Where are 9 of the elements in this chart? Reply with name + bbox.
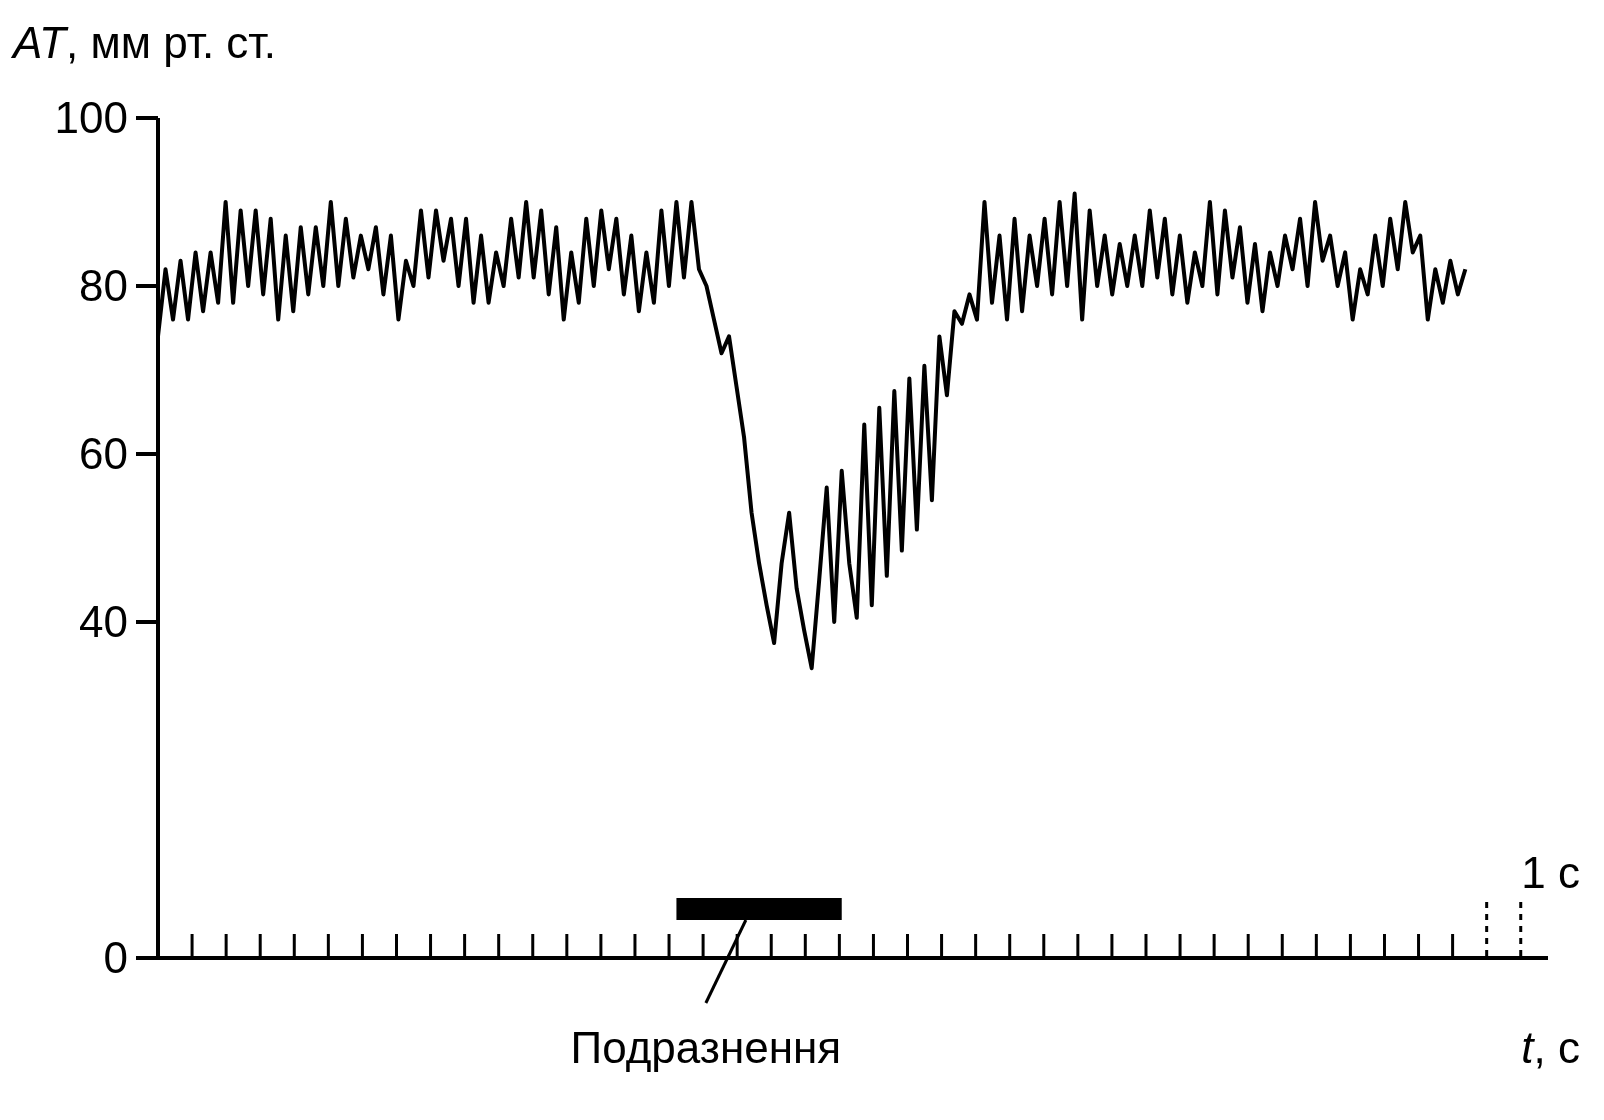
x-axis-title: t, с [1521,1023,1580,1072]
y-tick-label: 60 [79,429,128,478]
y-tick-label: 80 [79,261,128,310]
y-tick-label: 0 [103,933,128,982]
y-axis-title: AT, мм рт. ст. [10,18,276,67]
text: Подразнення [570,1023,842,1072]
y-tick-label: 40 [79,597,128,646]
y-tick-label: 100 [54,93,128,142]
annotation: 1 с [1521,848,1580,897]
